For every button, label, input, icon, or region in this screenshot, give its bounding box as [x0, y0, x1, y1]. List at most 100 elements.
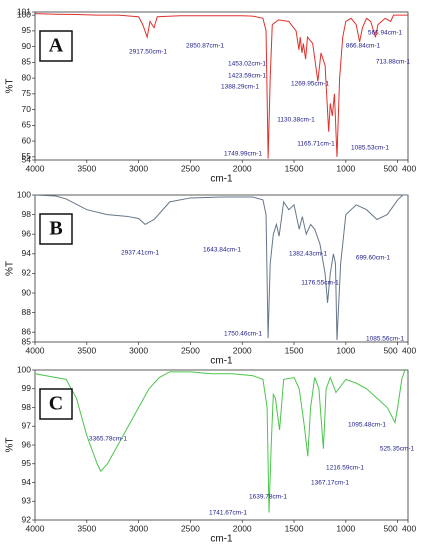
x-tick-label: 1000 [336, 345, 355, 355]
y-tick-label: 100 [17, 189, 31, 199]
peak-label: 1095.48cm-1 [348, 422, 386, 429]
peak-label: 1423.59cm-1 [228, 73, 266, 80]
y-tick-label: 99 [22, 383, 32, 393]
peak-label: 2937.41cm-1 [121, 250, 159, 257]
y-tick-label: 100 [17, 364, 31, 374]
y-tick-label: 80 [22, 72, 32, 82]
peak-label: 1749.99cm-1 [224, 151, 262, 158]
x-tick-label: 4000 [26, 345, 45, 355]
x-tick-label: 400 [402, 345, 416, 355]
x-tick-label: 1000 [336, 163, 355, 173]
y-tick-label: 92 [22, 268, 32, 278]
peak-label: 566.94cm-1 [368, 30, 403, 37]
peak-label: 1130.38cm-1 [277, 117, 315, 124]
y-tick-label: 90 [22, 287, 32, 297]
y-tick-label: 70 [22, 104, 32, 114]
x-tick-label: 1500 [285, 523, 304, 533]
panel-letter-box [39, 388, 73, 420]
peak-label: 1176.55cm-1 [301, 280, 339, 287]
x-tick-label: 2000 [233, 345, 252, 355]
x-tick-label: 400 [402, 523, 416, 533]
y-tick-label: 100 [17, 9, 31, 19]
x-tick-label: 3500 [77, 163, 96, 173]
peak-label: 1388.29cm-1 [221, 84, 259, 91]
x-tick-label: 1000 [336, 523, 355, 533]
panel-letter-box [39, 213, 73, 245]
y-tick-label: 85 [22, 57, 32, 67]
plot-frame [34, 369, 409, 521]
peak-label: 1216.59cm-1 [326, 465, 364, 472]
peak-label: 1643.84cm-1 [203, 247, 241, 254]
spectrum-line [34, 369, 406, 513]
y-tick-label: 85 [22, 336, 32, 346]
x-tick-label: 500 [383, 345, 397, 355]
x-tick-label: 3500 [77, 345, 96, 355]
x-axis-label: cm-1 [210, 356, 233, 367]
y-axis-label: %T [5, 261, 16, 276]
x-axis-label: cm-1 [210, 534, 233, 545]
x-tick-label: 2500 [181, 345, 200, 355]
y-tick-label: 97 [22, 421, 32, 431]
peak-label: 1382.43cm-1 [289, 251, 327, 258]
y-tick-label: 60 [22, 135, 32, 145]
x-tick-label: 2000 [233, 523, 252, 533]
y-axis-label: %T [5, 79, 16, 94]
x-tick-label: 500 [383, 163, 397, 173]
panel-letter: B [49, 218, 62, 240]
y-tick-label: 54 [22, 154, 32, 164]
peak-label: 866.84cm-1 [346, 43, 381, 50]
peak-label: 2917.50cm-1 [129, 49, 167, 56]
y-tick-label: 95 [22, 25, 32, 35]
y-tick-label: 92 [22, 514, 32, 524]
x-tick-label: 2500 [181, 163, 200, 173]
x-tick-label: 3000 [129, 523, 148, 533]
y-tick-label: 90 [22, 41, 32, 51]
y-tick-label: 65 [22, 120, 32, 130]
peak-label: 1639.78cm-1 [249, 494, 287, 501]
plot-frame [34, 194, 409, 343]
y-tick-label: 101 [17, 6, 31, 16]
y-tick-label: 94 [22, 248, 32, 258]
x-tick-label: 3500 [77, 523, 96, 533]
spectrum-line [34, 13, 408, 159]
x-tick-label: 2500 [181, 523, 200, 533]
peak-label: 3365.78cm-1 [89, 436, 127, 443]
peak-label: 699.60cm-1 [356, 255, 391, 262]
panel-letter: C [49, 393, 63, 415]
peak-label: 1367.17cm-1 [311, 480, 349, 487]
y-axis-label: %T [5, 438, 16, 453]
peak-label: 1741.67cm-1 [209, 510, 247, 517]
spectrum-line [34, 194, 408, 341]
x-tick-label: 1500 [285, 163, 304, 173]
y-tick-label: 75 [22, 88, 32, 98]
peak-label: 1750.46cm-1 [224, 331, 262, 338]
x-tick-label: 500 [383, 523, 397, 533]
x-tick-label: 3000 [129, 163, 148, 173]
x-axis-label: cm-1 [210, 174, 233, 185]
x-tick-label: 4000 [26, 163, 45, 173]
y-tick-label: 86 [22, 326, 32, 336]
x-tick-label: 1500 [285, 345, 304, 355]
peak-label: 1269.95cm-1 [291, 81, 329, 88]
y-tick-label: 55 [22, 151, 32, 161]
x-tick-label: 3000 [129, 345, 148, 355]
peak-label: 1085.53cm-1 [351, 145, 389, 152]
y-tick-label: 96 [22, 439, 32, 449]
peak-label: 1453.02cm-1 [228, 61, 266, 68]
peak-label: 1165.71cm-1 [297, 141, 335, 148]
y-tick-label: 94 [22, 477, 32, 487]
peak-label: 1085.56cm-1 [366, 336, 404, 343]
x-tick-label: 4000 [26, 523, 45, 533]
peak-label: 2850.87cm-1 [186, 43, 224, 50]
panel-letter-box [39, 30, 73, 62]
panel-letter: A [49, 35, 64, 57]
plot-frame [34, 11, 409, 161]
x-tick-label: 2000 [233, 163, 252, 173]
peak-label: 525.35cm-1 [380, 446, 415, 453]
peak-label: 713.88cm-1 [376, 59, 411, 66]
y-tick-label: 96 [22, 228, 32, 238]
y-tick-label: 98 [22, 402, 32, 412]
y-tick-label: 88 [22, 307, 32, 317]
